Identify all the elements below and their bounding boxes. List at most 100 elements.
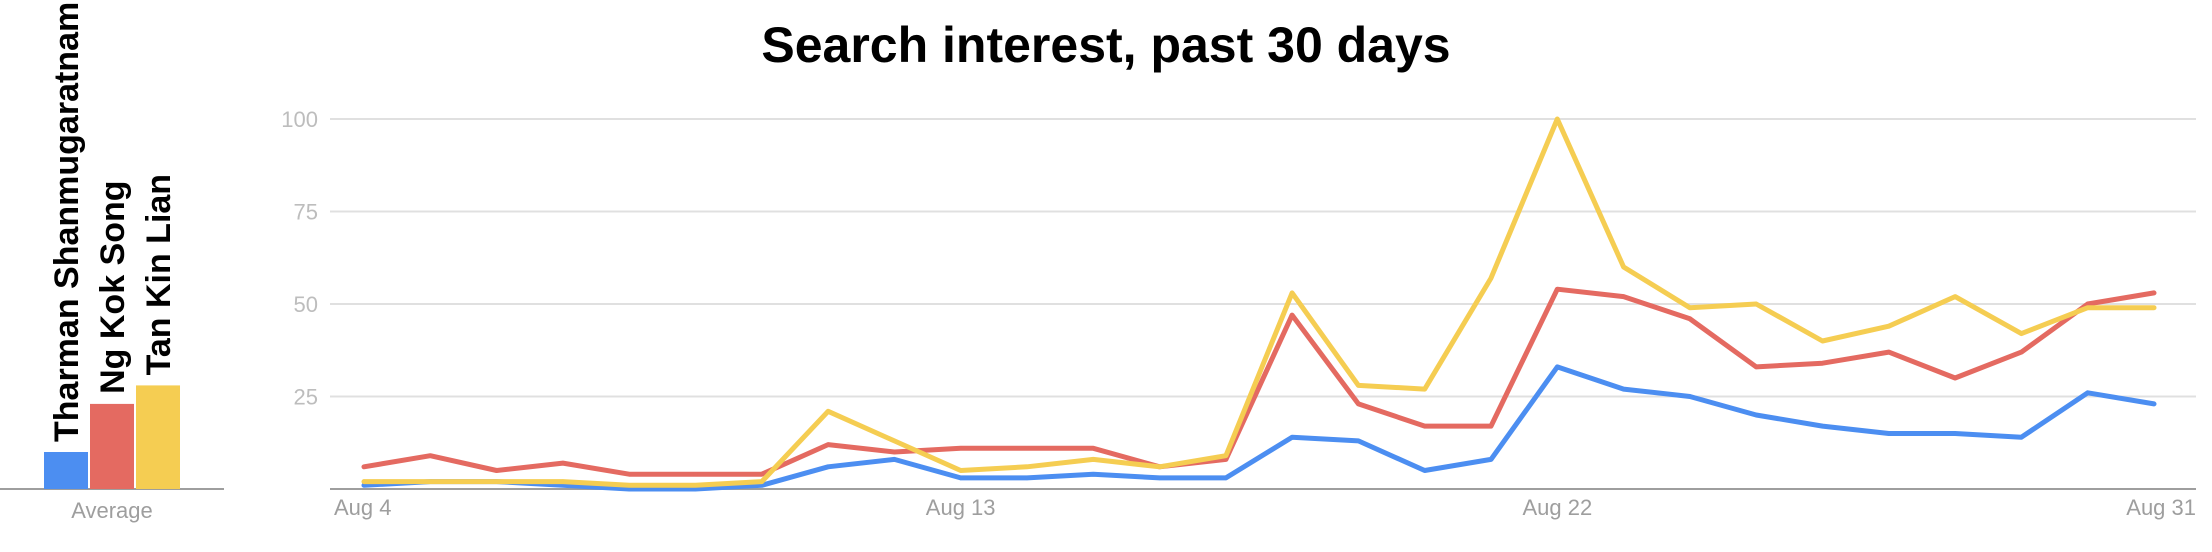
data-point: [892, 438, 897, 444]
data-point: [1952, 375, 1958, 381]
data-point: [2019, 435, 2024, 440]
data-point: [1157, 475, 1162, 481]
data-point: [892, 449, 897, 455]
data-point: [1422, 468, 1427, 473]
x-axis: Aug 4 Aug 13 Aug 22 Aug 31: [330, 488, 2196, 520]
data-point: [494, 468, 499, 473]
data-point: [1555, 364, 1560, 370]
x-tick-label: Aug 31: [2126, 495, 2196, 520]
data-point: [1687, 305, 1693, 310]
data-point: [1422, 386, 1427, 392]
data-point: [1820, 423, 1825, 429]
data-point: [361, 464, 367, 469]
data-point: [361, 483, 367, 488]
data-point: [958, 446, 963, 451]
x-tick-label: Aug 13: [926, 495, 996, 520]
data-point: [1289, 290, 1295, 296]
data-point: [759, 483, 764, 488]
data-point: [1621, 294, 1626, 299]
data-point: [1024, 446, 1030, 451]
series-line-1: [361, 364, 2157, 492]
data-point: [1754, 364, 1759, 370]
data-point: [560, 483, 566, 488]
data-point: [361, 479, 367, 484]
legend-label: Tharman Shanmugaratnam: [48, 2, 86, 442]
legend-label: Ng Kok Song: [94, 180, 132, 393]
data-point: [693, 472, 698, 477]
data-point: [1687, 394, 1693, 399]
data-point: [693, 483, 698, 488]
data-point: [428, 453, 433, 458]
data-point: [958, 468, 963, 473]
data-point: [2019, 331, 2024, 336]
data-point: [627, 486, 632, 492]
data-point: [2151, 305, 2157, 310]
data-point: [1223, 475, 1229, 481]
average-panel: Tharman Shanmugaratnam Ng Kok Song Tan Kin…: [0, 2, 224, 523]
series-points-3: [361, 116, 2157, 488]
data-point: [1820, 338, 1825, 344]
data-point: [1952, 431, 1958, 436]
data-point: [1886, 324, 1892, 329]
data-point: [2151, 290, 2157, 296]
average-bar: [44, 452, 88, 489]
data-point: [1289, 435, 1295, 440]
data-point: [1091, 457, 1096, 462]
data-point: [1157, 464, 1162, 469]
data-point: [428, 479, 433, 484]
data-point: [560, 460, 566, 466]
data-point: [1488, 423, 1494, 429]
data-point: [1687, 316, 1693, 321]
data-point: [1754, 412, 1759, 418]
data-point: [958, 475, 963, 481]
data-point: [693, 486, 698, 492]
data-point: [1488, 457, 1494, 462]
data-point: [1091, 472, 1096, 477]
data-point: [1356, 401, 1361, 407]
average-bar: [90, 403, 134, 489]
data-point: [759, 472, 764, 477]
chart-title: Search interest, past 30 days: [761, 17, 1450, 73]
y-tick-label: 50: [294, 292, 318, 317]
data-point: [2085, 390, 2090, 395]
average-label: Average: [71, 498, 153, 523]
data-point: [1886, 431, 1892, 436]
data-point: [825, 409, 831, 414]
data-point: [494, 479, 499, 484]
data-point: [1886, 349, 1892, 355]
x-tick-label: Aug 22: [1522, 495, 1592, 520]
series-points-1: [361, 364, 2157, 492]
legend-label: Tan Kin Lian: [140, 174, 178, 375]
data-point: [1422, 423, 1427, 429]
data-point: [627, 472, 632, 477]
data-point: [1754, 301, 1759, 307]
data-point: [759, 479, 764, 484]
data-point: [1289, 312, 1295, 318]
data-point: [627, 483, 632, 488]
data-point: [560, 479, 566, 484]
y-tick-label: 75: [294, 200, 318, 225]
data-point: [1091, 446, 1096, 451]
data-point: [825, 442, 831, 447]
y-tick-label: 25: [294, 385, 318, 410]
average-bar: [136, 385, 180, 489]
data-point: [1024, 464, 1030, 469]
data-point: [1555, 287, 1560, 292]
data-point: [1356, 438, 1361, 444]
data-point: [825, 464, 831, 469]
data-point: [1356, 383, 1361, 388]
data-point: [1555, 116, 1560, 122]
data-point: [1488, 275, 1494, 281]
data-point: [1952, 294, 1958, 299]
data-point: [2085, 305, 2090, 310]
series-lines: [361, 116, 2157, 492]
data-point: [2019, 349, 2024, 355]
data-point: [2151, 401, 2157, 407]
series-line-3: [361, 116, 2157, 488]
data-point: [1024, 475, 1030, 481]
data-point: [1223, 453, 1229, 458]
data-point: [892, 457, 897, 462]
series-line-2: [361, 286, 2157, 477]
gridlines: 25 50 75 100: [281, 107, 2196, 410]
